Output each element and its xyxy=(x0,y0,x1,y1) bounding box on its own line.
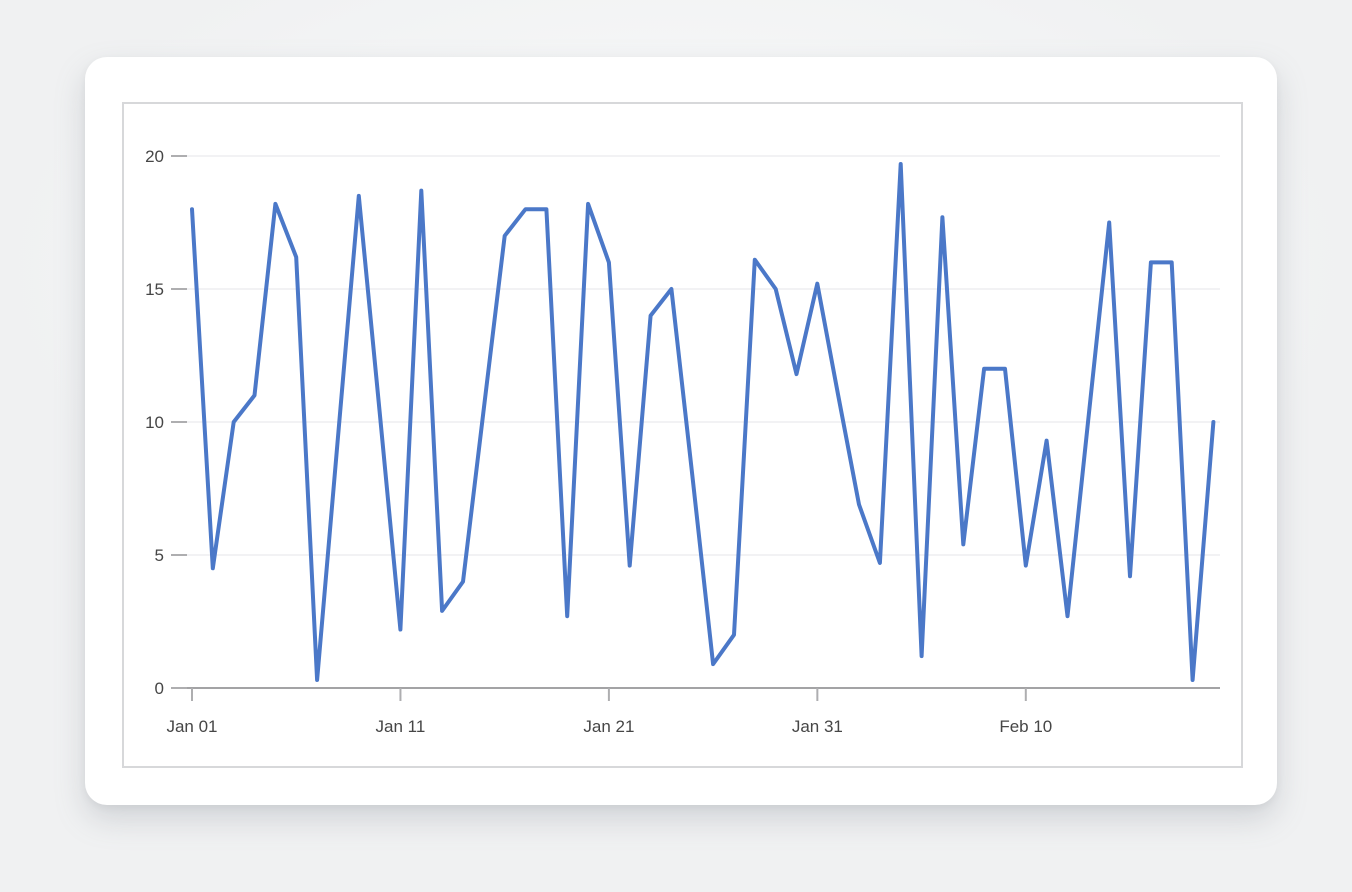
y-axis-label-20: 20 xyxy=(145,147,164,166)
x-axis-label-1: Jan 11 xyxy=(376,717,426,736)
x-axis-label-0: Jan 01 xyxy=(166,717,217,736)
y-axis-label-0: 0 xyxy=(155,679,164,698)
chart-panel: 0 5 10 15 20 Jan 01 Jan 11 Jan 21 Jan 31 Feb 10 xyxy=(122,102,1243,768)
x-axis-label-3: Jan 31 xyxy=(792,717,843,736)
x-axis-label-4: Feb 10 xyxy=(999,717,1052,736)
y-axis-label-15: 15 xyxy=(145,280,164,299)
y-axis-label-5: 5 xyxy=(155,546,164,565)
line-chart[interactable]: 0 5 10 15 20 Jan 01 Jan 11 Jan 21 Jan 31 Feb 10 xyxy=(124,104,1241,766)
y-axis-label-10: 10 xyxy=(145,413,164,432)
chart-card: 0 5 10 15 20 Jan 01 Jan 11 Jan 21 Jan 31 Feb 10 xyxy=(85,57,1277,805)
series-line[interactable] xyxy=(190,162,1216,682)
x-axis-label-2: Jan 21 xyxy=(583,717,634,736)
